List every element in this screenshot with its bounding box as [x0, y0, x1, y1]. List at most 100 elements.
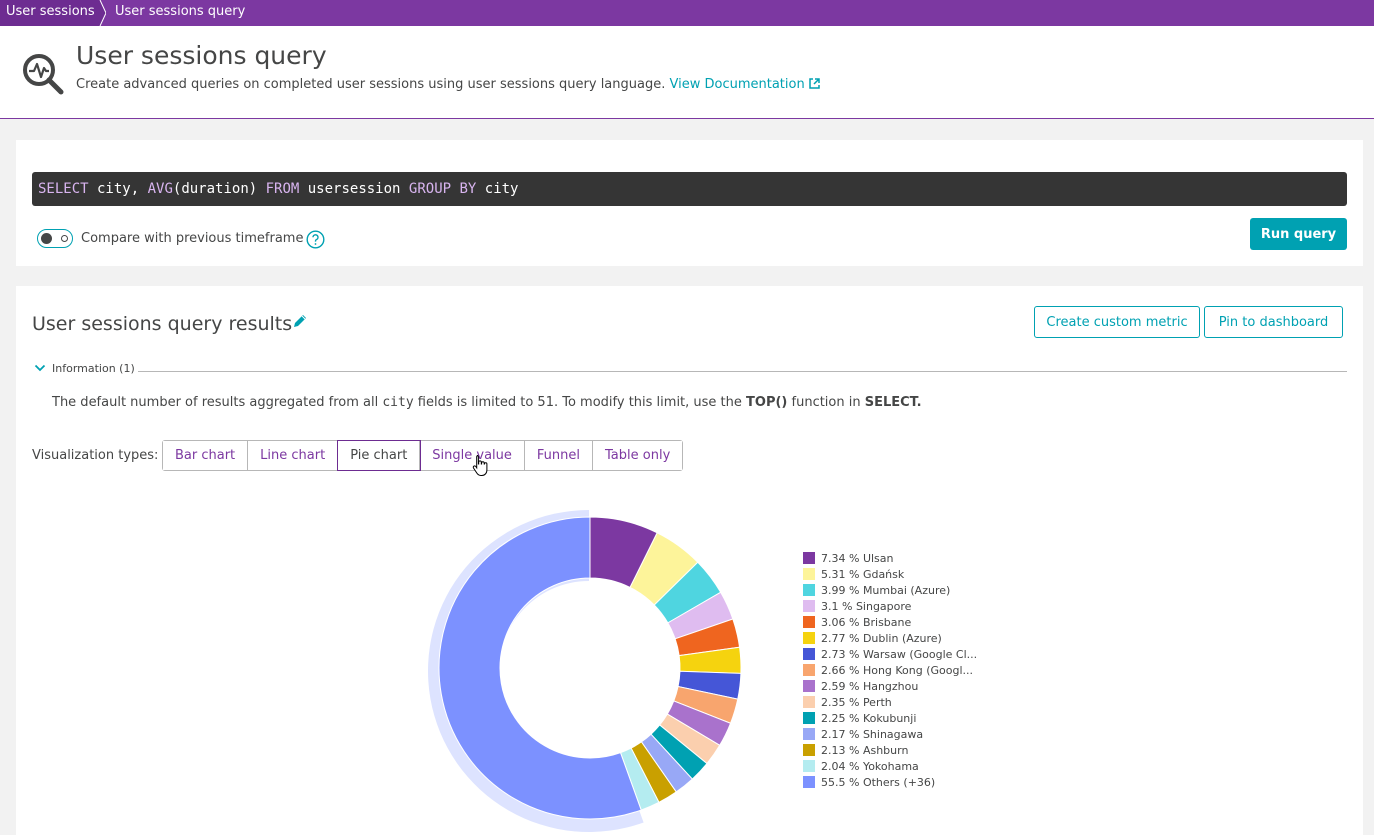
viz-single-value[interactable]: Single value — [420, 441, 525, 470]
information-section-toggle[interactable]: Information (1) — [32, 362, 1347, 376]
viz-table-only[interactable]: Table only — [593, 441, 683, 470]
pin-to-dashboard-button[interactable]: Pin to dashboard — [1204, 306, 1343, 338]
breadcrumb: User sessions User sessions query — [0, 0, 1374, 26]
results-title: User sessions query results — [32, 313, 293, 335]
page-title: User sessions query — [76, 41, 327, 70]
viz-funnel[interactable]: Funnel — [524, 441, 594, 470]
compare-label: Compare with previous timeframe — [81, 231, 304, 246]
toggle-off-indicator — [61, 235, 68, 242]
query-keyword: SELECT — [38, 181, 89, 197]
query-keyword: GROUP BY — [408, 181, 477, 197]
doc-link-label: View Documentation — [669, 77, 805, 92]
legend-item[interactable]: 2.35 % Perth — [803, 694, 977, 710]
legend-swatch — [803, 616, 815, 628]
legend-label: 2.04 % Yokohama — [821, 759, 919, 773]
info-text-part3: function in — [787, 395, 865, 410]
pie-chart — [428, 510, 742, 832]
breadcrumb-item-user-sessions[interactable]: User sessions — [0, 0, 100, 26]
legend-item[interactable]: 3.06 % Brisbane — [803, 614, 977, 630]
pie-slice-14[interactable] — [438, 516, 642, 820]
legend-label: 2.25 % Kokubunji — [821, 711, 917, 725]
info-text-fn: TOP() — [746, 395, 788, 410]
create-custom-metric-button[interactable]: Create custom metric — [1034, 306, 1200, 338]
legend-swatch — [803, 552, 815, 564]
pencil-edit-icon[interactable] — [292, 313, 308, 329]
query-panel: SELECT city, AVG(duration) FROM usersess… — [16, 140, 1363, 266]
query-text: city — [476, 181, 519, 197]
query-text: city, — [88, 181, 148, 197]
legend-item[interactable]: 2.25 % Kokubunji — [803, 710, 977, 726]
legend-label: 55.5 % Others (+36) — [821, 775, 936, 789]
legend-item[interactable]: 5.31 % Gdańsk — [803, 566, 977, 582]
legend-label: 2.66 % Hong Kong (Googl... — [821, 663, 974, 677]
toggle-knob — [41, 233, 52, 244]
info-text-part2: fields is limited to 51. To modify this … — [413, 395, 747, 410]
viz-line-chart[interactable]: Line chart — [248, 441, 339, 470]
viz-pie-chart[interactable]: Pie chart — [337, 440, 422, 471]
legend-swatch — [803, 648, 815, 660]
legend-item[interactable]: 2.73 % Warsaw (Google Cl... — [803, 646, 977, 662]
legend-swatch — [803, 744, 815, 756]
help-icon[interactable] — [306, 230, 325, 249]
chevron-down-icon — [34, 364, 46, 372]
chart-legend: 7.34 % Ulsan 5.31 % Gdańsk 3.99 % Mumbai (… — [803, 550, 977, 790]
legend-label: 2.17 % Shinagawa — [821, 727, 924, 741]
legend-item[interactable]: 7.34 % Ulsan — [803, 550, 977, 566]
legend-swatch — [803, 632, 815, 644]
legend-swatch — [803, 776, 815, 788]
information-label: Information (1) — [52, 362, 141, 375]
legend-label: 2.13 % Ashburn — [821, 743, 909, 757]
legend-item[interactable]: 2.59 % Hangzhou — [803, 678, 977, 694]
legend-label: 2.59 % Hangzhou — [821, 679, 919, 693]
legend-item[interactable]: 2.04 % Yokohama — [803, 758, 977, 774]
breadcrumb-separator-icon — [96, 0, 106, 26]
viz-bar-chart[interactable]: Bar chart — [163, 441, 249, 470]
legend-label: 5.31 % Gdańsk — [821, 567, 905, 581]
info-text-select: SELECT. — [864, 395, 922, 410]
query-keyword: FROM — [265, 181, 300, 197]
legend-label: 3.99 % Mumbai (Azure) — [821, 583, 951, 597]
info-text-part1: The default number of results aggregated… — [52, 395, 383, 410]
legend-swatch — [803, 664, 815, 676]
legend-item[interactable]: 2.77 % Dublin (Azure) — [803, 630, 977, 646]
external-link-icon — [808, 78, 820, 89]
legend-swatch — [803, 696, 815, 708]
legend-swatch — [803, 728, 815, 740]
legend-label: 2.77 % Dublin (Azure) — [821, 631, 942, 645]
query-search-icon — [23, 54, 64, 95]
legend-item[interactable]: 3.99 % Mumbai (Azure) — [803, 582, 977, 598]
query-text: usersession — [299, 181, 409, 197]
information-divider — [138, 371, 1347, 372]
legend-item[interactable]: 2.66 % Hong Kong (Googl... — [803, 662, 977, 678]
run-query-button[interactable]: Run query — [1250, 218, 1347, 250]
query-keyword: AVG — [147, 181, 173, 197]
information-text: The default number of results aggregated… — [52, 395, 922, 410]
visualization-type-selector: Bar chart Line chart Pie chart Single va… — [162, 440, 684, 471]
legend-swatch — [803, 712, 815, 724]
legend-item[interactable]: 3.1 % Singapore — [803, 598, 977, 614]
query-editor[interactable]: SELECT city, AVG(duration) FROM usersess… — [32, 172, 1347, 206]
legend-label: 3.1 % Singapore — [821, 599, 912, 613]
legend-swatch — [803, 760, 815, 772]
page-header: User sessions query Create advanced quer… — [0, 26, 1374, 119]
legend-label: 3.06 % Brisbane — [821, 615, 912, 629]
legend-item[interactable]: 2.13 % Ashburn — [803, 742, 977, 758]
breadcrumb-item-current[interactable]: User sessions query — [115, 4, 246, 19]
visualization-types-label: Visualization types: — [32, 448, 159, 463]
legend-swatch — [803, 584, 815, 596]
page-subtitle: Create advanced queries on completed use… — [76, 77, 820, 92]
query-text: (duration) — [172, 181, 266, 197]
legend-label: 7.34 % Ulsan — [821, 551, 894, 565]
legend-label: 2.73 % Warsaw (Google Cl... — [821, 647, 978, 661]
legend-label: 2.35 % Perth — [821, 695, 892, 709]
view-documentation-link[interactable]: View Documentation — [670, 77, 820, 92]
subtitle-text: Create advanced queries on completed use… — [76, 77, 666, 92]
legend-swatch — [803, 600, 815, 612]
hand-pointer-cursor-icon — [472, 455, 488, 476]
compare-toggle[interactable] — [37, 229, 73, 248]
legend-item[interactable]: 2.17 % Shinagawa — [803, 726, 977, 742]
info-text-field: city — [382, 395, 414, 410]
legend-item[interactable]: 55.5 % Others (+36) — [803, 774, 977, 790]
legend-swatch — [803, 568, 815, 580]
legend-swatch — [803, 680, 815, 692]
